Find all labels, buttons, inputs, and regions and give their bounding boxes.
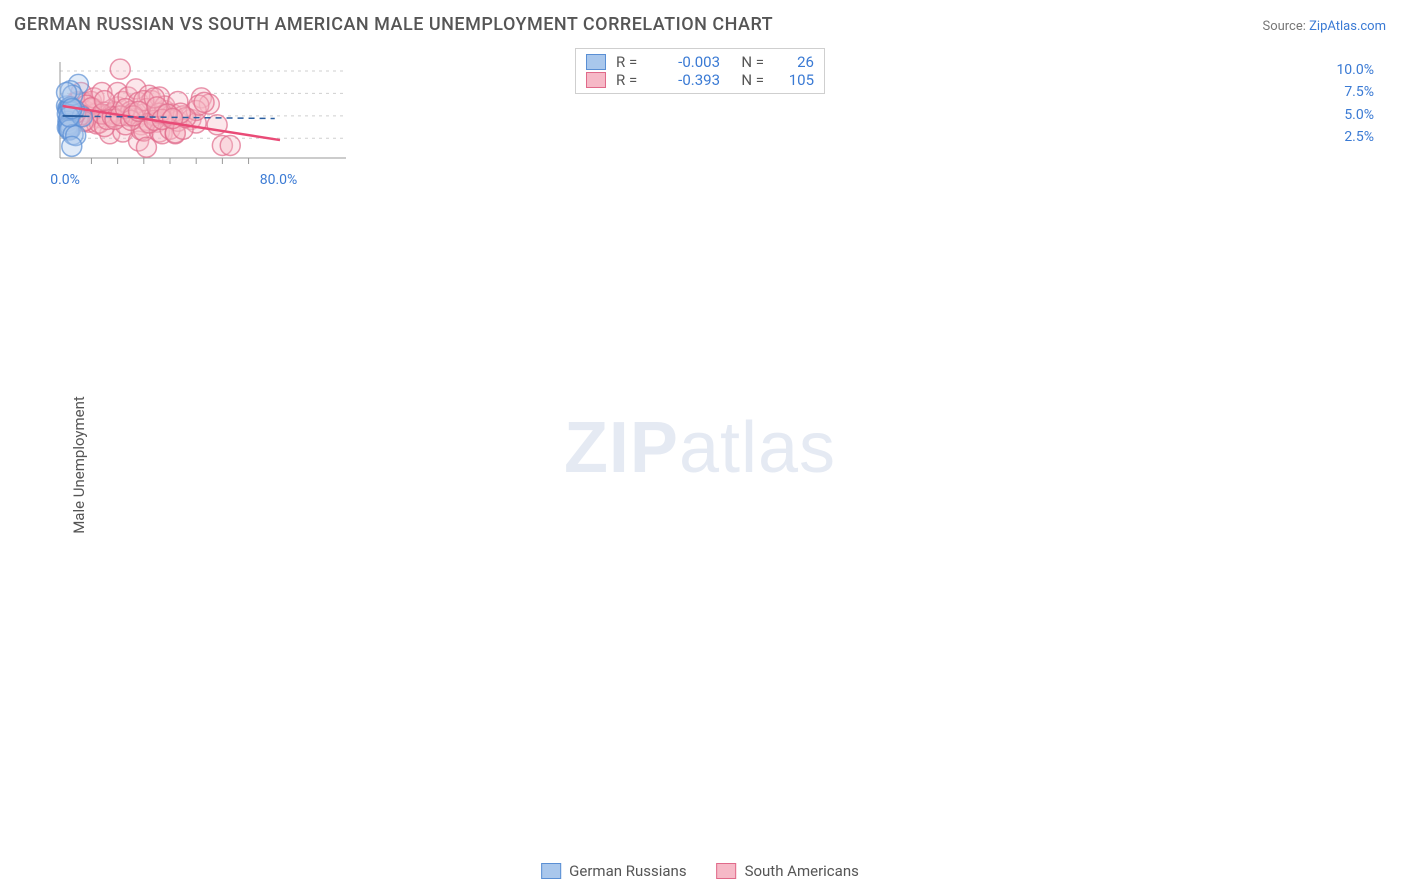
y-tick-label: 10.0% [1336, 62, 1374, 78]
x-tick-label: 0.0% [50, 172, 80, 188]
r-label: R = [616, 71, 650, 89]
y-tick-label: 7.5% [1344, 84, 1374, 100]
legend-item: South Americans [717, 862, 859, 880]
data-point [95, 91, 115, 111]
data-point [194, 92, 214, 112]
legend-label: South Americans [745, 862, 859, 880]
r-value: -0.393 [660, 71, 720, 89]
n-label: N = [730, 71, 764, 89]
y-axis-label: Male Unemployment [70, 396, 88, 534]
data-point [62, 136, 82, 156]
chart-container: Male Unemployment ZIPatlas R = -0.003 N = 2… [14, 48, 1386, 882]
correlation-legend: R = -0.003 N = 26 R = -0.393 N = 105 [575, 48, 825, 94]
correlation-row: R = -0.003 N = 26 [586, 53, 814, 71]
r-label: R = [616, 53, 650, 71]
source-credit: Source: ZipAtlas.com [1262, 19, 1386, 34]
series-legend: German Russians South Americans [541, 862, 859, 880]
data-point [110, 59, 130, 79]
n-value: 26 [774, 53, 814, 71]
y-tick-label: 5.0% [1344, 107, 1374, 123]
r-value: -0.003 [660, 53, 720, 71]
y-tick-label: 2.5% [1344, 129, 1374, 145]
correlation-row: R = -0.393 N = 105 [586, 71, 814, 89]
watermark: ZIPatlas [564, 407, 836, 489]
scatter-plot [50, 48, 350, 198]
data-point [220, 135, 240, 155]
legend-item: German Russians [541, 862, 686, 880]
legend-label: German Russians [569, 862, 686, 880]
n-value: 105 [774, 71, 814, 89]
x-tick-label: 80.0% [260, 172, 298, 188]
legend-swatch [541, 863, 561, 879]
source-link[interactable]: ZipAtlas.com [1309, 19, 1386, 34]
legend-swatch [586, 72, 606, 88]
legend-swatch [586, 54, 606, 70]
n-label: N = [730, 53, 764, 71]
legend-swatch [717, 863, 737, 879]
chart-title: GERMAN RUSSIAN VS SOUTH AMERICAN MALE UN… [14, 14, 773, 35]
